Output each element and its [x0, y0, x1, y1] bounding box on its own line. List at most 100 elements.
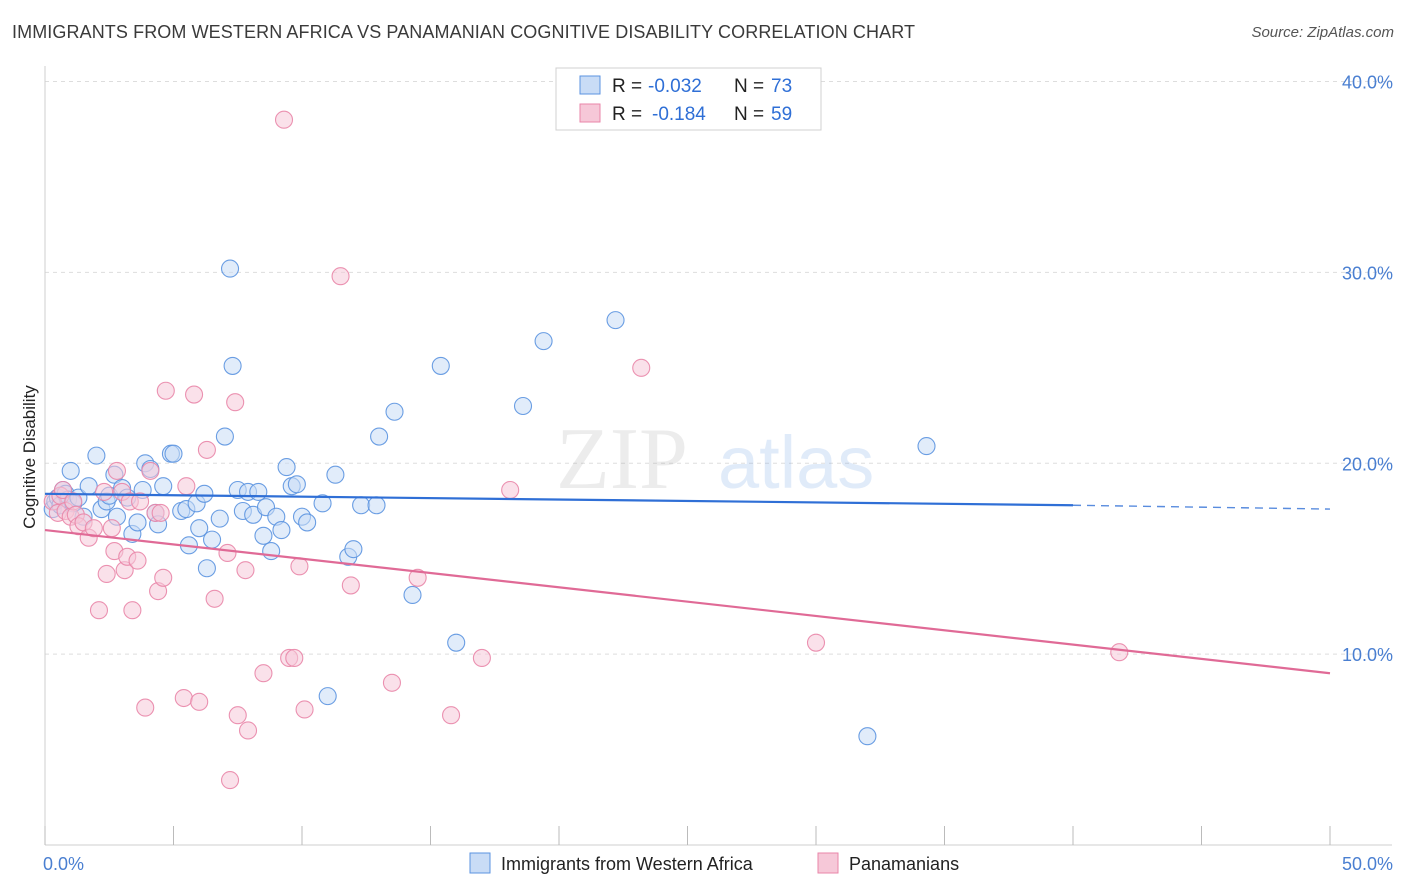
blue-point-40: [220, 259, 240, 278]
pink-point-42: [238, 721, 258, 740]
blue-point-34: [190, 519, 209, 538]
blue-point-63: [367, 496, 386, 515]
pink-point-54: [472, 648, 491, 668]
blue-point-37: [203, 530, 222, 549]
pink-point-17: [107, 461, 127, 480]
blue-point-36: [197, 559, 216, 578]
bottom-legend: Immigrants from Western Africa Panamania…: [469, 852, 959, 874]
blue-point-29: [164, 444, 183, 463]
blue-point-38: [210, 509, 229, 528]
pink-trend: [44, 528, 1331, 675]
legend-swatch-pink: [579, 103, 601, 123]
y-tick-label-10: 10.0%: [1342, 645, 1393, 665]
legend-r-label-blue: R =: [612, 76, 642, 97]
blue-point-59: [326, 465, 345, 484]
blue-trend-solid: [44, 492, 1074, 507]
legend-r-value-pink: -0.184: [652, 104, 706, 125]
pink-point-58: [1110, 643, 1129, 662]
pink-point-30: [154, 568, 173, 587]
pink-point-25: [136, 698, 155, 717]
pink-point-50: [341, 576, 360, 595]
blue-point-47: [254, 526, 273, 545]
blue-point-21: [128, 513, 147, 532]
blue-point-65: [385, 402, 404, 421]
legend-n-label-pink: N =: [734, 104, 764, 125]
watermark: ZIP atlas: [556, 411, 874, 508]
pink-point-55: [501, 480, 520, 500]
blue-point-39: [215, 427, 234, 446]
pink-point-51: [382, 673, 402, 692]
pink-point-24: [131, 492, 150, 511]
source-credit: Source: ZipAtlas.com: [1251, 24, 1394, 41]
pink-point-12: [89, 601, 109, 620]
blue-point-56: [298, 513, 317, 532]
blue-point-58: [318, 687, 337, 706]
watermark-zip: ZIP: [556, 411, 688, 508]
blue-point-69: [513, 396, 533, 416]
blue-trend-dashed: [1072, 504, 1331, 510]
top-legend: R = -0.032 N = 73 R = -0.184 N = 59: [555, 67, 822, 131]
pink-point-57: [806, 633, 826, 652]
blue-point-54: [287, 475, 306, 494]
y-tick-labels: 10.0% 20.0% 30.0% 40.0%: [1342, 73, 1393, 666]
blue-point-67: [431, 356, 450, 375]
blue-point-62: [352, 496, 371, 515]
blue-point-64: [370, 427, 389, 446]
bottom-legend-label-blue: Immigrants from Western Africa: [501, 854, 754, 874]
y-tick-label-20: 20.0%: [1342, 454, 1393, 474]
series-pink-points: [43, 110, 1129, 790]
x-tick-label-max: 50.0%: [1342, 854, 1393, 874]
pink-point-37: [205, 589, 224, 608]
pink-point-40: [228, 706, 247, 725]
blue-point-71: [606, 311, 625, 330]
bottom-legend-swatch-blue: [469, 852, 491, 874]
legend-n-label-blue: N =: [734, 76, 764, 97]
pink-point-36: [197, 440, 216, 459]
y-tick-label-40: 40.0%: [1342, 73, 1393, 93]
blue-point-11: [79, 477, 98, 496]
bottom-legend-swatch-pink: [817, 852, 839, 874]
pink-point-52: [408, 568, 427, 587]
blue-point-73: [917, 437, 936, 456]
y-axis-title: Cognitive Disability: [20, 385, 39, 529]
blue-point-66: [403, 585, 422, 605]
pink-point-33: [177, 477, 196, 496]
pink-point-39: [226, 393, 245, 412]
chart-title: IMMIGRANTS FROM WESTERN AFRICA VS PANAMA…: [12, 22, 916, 42]
pink-point-46: [285, 648, 304, 668]
pink-point-23: [128, 551, 147, 570]
bottom-legend-label-pink: Panamanians: [849, 854, 959, 874]
pink-point-38: [218, 543, 237, 563]
pink-point-34: [185, 385, 204, 404]
legend-swatch-blue: [579, 75, 601, 95]
pink-point-35: [190, 692, 209, 711]
pink-point-13: [95, 482, 114, 501]
pink-point-49: [331, 267, 350, 286]
legend-r-value-blue: -0.032: [648, 76, 702, 97]
pink-point-31: [156, 381, 175, 400]
x-tick-label-min: 0.0%: [43, 854, 84, 874]
pink-point-11: [84, 519, 103, 538]
pink-point-43: [254, 664, 273, 683]
pink-point-53: [442, 706, 461, 725]
axes: [44, 66, 1392, 846]
pink-point-14: [97, 564, 116, 584]
pink-point-47: [290, 557, 309, 576]
pink-point-41: [236, 561, 255, 580]
pink-point-44: [274, 110, 294, 129]
pink-point-48: [295, 700, 314, 719]
blue-point-72: [858, 727, 877, 746]
blue-point-68: [447, 633, 466, 652]
pink-point-32: [174, 688, 193, 708]
pink-point-56: [632, 358, 651, 377]
legend-n-value-pink: 59: [771, 104, 792, 125]
x-tick-labels: 0.0% 50.0%: [43, 854, 1393, 874]
blue-point-51: [272, 521, 291, 540]
watermark-atlas: atlas: [718, 421, 874, 504]
legend-n-value-blue: 73: [771, 76, 792, 97]
blue-point-12: [87, 446, 106, 465]
blue-point-61: [344, 540, 363, 559]
y-tick-label-30: 30.0%: [1342, 263, 1393, 283]
blue-point-57: [313, 494, 332, 513]
